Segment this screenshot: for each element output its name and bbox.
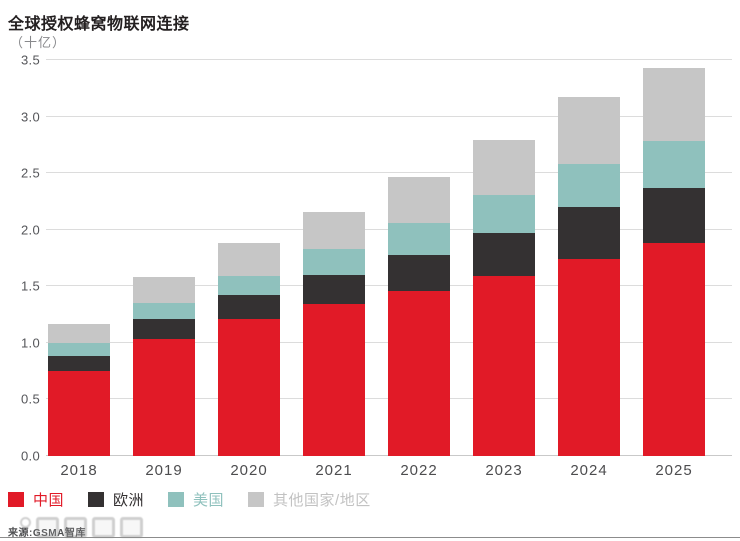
bottom-divider [0,537,740,538]
bar-segment-2020 [218,243,280,277]
x-axis-tick-label: 2020 [230,462,268,479]
chart-unit-label: （十亿） [10,35,67,50]
bar-segment-2019 [133,277,195,304]
bar-segment-2022 [388,254,450,291]
bar-segment-2021 [303,274,365,305]
legend-label: 中国 [33,492,65,509]
bar-segment-2019 [133,339,195,456]
watermark-dot [20,517,31,528]
bar-segment-2021 [303,248,365,275]
legend-swatch [8,492,24,507]
bar-segment-2025 [643,187,705,244]
bar-segment-2025 [643,243,705,456]
watermark-glyph [120,517,143,538]
legend-item: 中国 [8,489,64,510]
legend-label: 美国 [193,492,225,509]
x-axis-tick-label: 2024 [570,462,608,479]
y-axis-tick-label: 1.5 [21,278,40,294]
y-axis-tick-label: 2.0 [21,222,40,238]
bar-segment-2024 [558,164,620,208]
x-axis-tick-label: 2023 [485,462,523,479]
plot-area: 0.0 0.5 1.0 1.5 2.0 2.5 3.0 3.5 2018 2019 2020 2021… [21,53,732,479]
bar-segment-2022 [388,222,450,255]
y-axis-tick-label: 0.0 [21,448,40,464]
legend-label: 欧洲 [113,492,145,509]
gridline-y-3.0 [46,115,732,117]
source-row: 来源:GSMA智库 [8,517,143,539]
legend-item: 其他国家/地区 [248,489,371,510]
legend-swatch [248,492,265,507]
y-axis-tick-label: 1.0 [21,335,40,351]
bar-segment-2023 [473,233,535,277]
legend-item: 欧洲 [88,489,144,510]
y-axis-tick-label: 0.5 [21,391,40,407]
bar-segment-2019 [133,303,195,320]
source-label: 来源:GSMA智库 [8,528,86,539]
legend-label: 其他国家/地区 [273,492,371,509]
bar-segment-2020 [218,319,280,456]
bar-segment-2024 [558,259,620,456]
y-axis-tick-label: 3.0 [21,109,40,125]
bar-segment-2018 [48,356,110,372]
bar-segment-2023 [473,194,535,234]
chart-title: 全球授权蜂窝物联网连接 [8,16,190,33]
x-axis-tick-label: 2021 [315,462,353,479]
bar-segment-2018 [48,371,110,456]
x-axis-tick-label: 2025 [655,462,693,479]
legend: 中国 欧洲 美国 其他国家/地区 [8,489,371,510]
bar-segment-2018 [48,342,110,357]
x-axis-tick-label: 2018 [60,462,98,479]
bar-segment-2020 [218,276,280,296]
bar-segment-2023 [473,276,535,456]
bar-segment-2021 [303,304,365,456]
bar-segment-2020 [218,295,280,320]
legend-swatch [168,492,185,507]
bar-segment-2025 [643,141,705,188]
y-axis-tick-label: 2.5 [21,165,40,181]
bar-segment-2023 [473,140,535,195]
bar-segment-2018 [48,323,110,343]
bar-segment-2022 [388,176,450,223]
watermark-glyph [92,517,115,538]
x-axis-tick-label: 2022 [400,462,438,479]
bar-segment-2024 [558,97,620,165]
bar-segment-2025 [643,67,705,142]
gridline-y-2.5 [46,172,732,174]
bar-segment-2019 [133,319,195,340]
y-axis-tick-label: 3.5 [21,52,40,68]
gridline-y-3.5 [46,59,732,60]
x-axis-tick-label: 2019 [145,462,183,479]
legend-item: 美国 [168,489,224,510]
bar-segment-2022 [388,290,450,456]
legend-swatch [88,492,105,507]
bar-segment-2024 [558,207,620,260]
bar-segment-2021 [303,211,365,249]
